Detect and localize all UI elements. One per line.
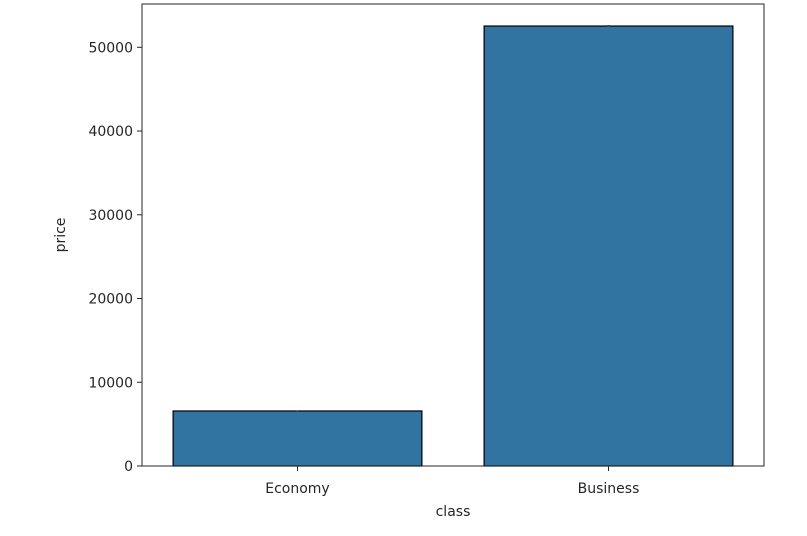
y-tick-label-20000: 20000 xyxy=(88,292,133,308)
y-tick-label-40000: 40000 xyxy=(88,124,133,140)
y-axis-label: price xyxy=(53,218,69,253)
y-tick-label-10000: 10000 xyxy=(88,375,133,391)
axes-frame xyxy=(141,3,765,467)
x-tick-label-business: Business xyxy=(578,481,640,497)
plot-area: Economy Business 0 10000 20000 30000 40000 5000… xyxy=(88,3,765,497)
bar-business xyxy=(483,25,734,467)
y-tick-label-30000: 30000 xyxy=(88,208,133,224)
x-tick-label-economy: Economy xyxy=(265,481,329,497)
y-tick-label-50000: 50000 xyxy=(88,40,133,56)
x-axis-label: class xyxy=(436,504,471,520)
y-tick-label-0: 0 xyxy=(124,459,133,475)
bar-economy xyxy=(172,410,423,467)
